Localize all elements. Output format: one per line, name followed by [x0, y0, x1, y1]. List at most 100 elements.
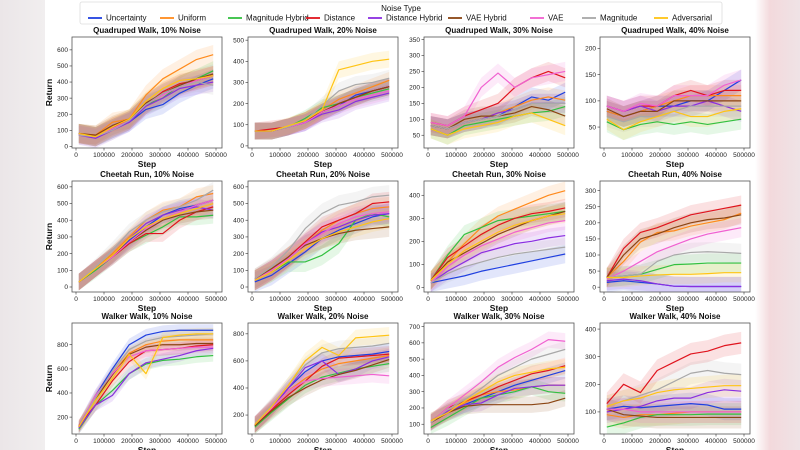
- y-tick-label: 400: [409, 192, 420, 199]
- y-tick-label: 350: [409, 37, 420, 44]
- x-axis-label: Step: [314, 303, 332, 313]
- confidence-band: [430, 377, 566, 431]
- legend-entry: Uncertainty: [88, 14, 146, 23]
- x-tick-label: 400000: [353, 438, 375, 445]
- subplot: Cheetah Run, 40% Noise 0 100000 200000 30000…: [585, 170, 755, 313]
- x-tick-label: 400000: [705, 152, 727, 159]
- y-tick-label: 100: [409, 421, 420, 428]
- confidence-band: [430, 226, 566, 292]
- confidence-band: [430, 202, 566, 290]
- confidence-band: [430, 198, 566, 290]
- y-tick-label: 150: [585, 236, 596, 243]
- y-tick-label: 400: [233, 59, 244, 66]
- x-tick-label: 300000: [501, 438, 523, 445]
- y-tick-label: 200: [233, 251, 244, 258]
- y-tick-label: 150: [409, 101, 420, 108]
- confidence-band: [430, 96, 566, 145]
- y-tick-label: 600: [233, 184, 244, 191]
- confidence-band: [606, 359, 742, 418]
- x-tick-label: 0: [602, 296, 606, 303]
- confidence-band: [430, 61, 566, 136]
- x-axis-label: Step: [490, 445, 508, 450]
- x-tick-label: 200000: [473, 296, 495, 303]
- y-tick-label: 800: [57, 342, 68, 349]
- x-tick-label: 100000: [621, 152, 643, 159]
- axes-frame: [599, 180, 751, 293]
- confidence-band: [430, 341, 566, 431]
- x-tick-label: 300000: [677, 296, 699, 303]
- subplot-title: Walker Walk, 30% Noise: [454, 312, 546, 321]
- confidence-band: [430, 378, 566, 434]
- x-tick-label: 400000: [529, 296, 551, 303]
- y-tick-label: 200: [57, 111, 68, 118]
- y-tick-label: 300: [585, 354, 596, 361]
- x-tick-label: 500000: [733, 152, 755, 159]
- x-tick-label: 100000: [269, 438, 291, 445]
- subplot: Walker Walk, 20% Noise 0 100000 200000 30000…: [233, 312, 403, 450]
- x-tick-label: 0: [426, 152, 430, 159]
- confidence-band: [254, 69, 390, 140]
- y-tick-label: 200: [233, 412, 244, 419]
- confidence-band: [606, 253, 742, 288]
- legend-entry: Magnitude: [582, 14, 638, 23]
- x-tick-label: 300000: [325, 152, 347, 159]
- axes-frame: [423, 180, 575, 293]
- x-tick-label: 300000: [149, 438, 171, 445]
- y-tick-label: 500: [409, 356, 420, 363]
- confidence-band: [254, 203, 390, 291]
- plot-area: [600, 181, 750, 292]
- x-axis-label: Step: [666, 445, 684, 450]
- x-tick-label: 500000: [733, 438, 755, 445]
- y-tick-label: 500: [233, 201, 244, 208]
- legend-entry: Distance Hybrid: [368, 14, 442, 23]
- plot-area: [424, 323, 574, 434]
- y-tick-label: 200: [57, 251, 68, 258]
- legend-entry: VAE Hybrid: [448, 14, 507, 23]
- legend-label: VAE Hybrid: [466, 14, 507, 23]
- plot-area: [248, 181, 398, 292]
- x-axis-label: Step: [490, 159, 508, 169]
- axes-frame: [247, 36, 399, 149]
- y-tick-label: 100: [409, 116, 420, 123]
- x-tick-label: 500000: [733, 296, 755, 303]
- confidence-band: [254, 185, 390, 289]
- subplot: Quadruped Walk, 30% Noise 0 100000 200000 30…: [409, 26, 579, 169]
- x-tick-label: 400000: [353, 296, 375, 303]
- legend-label: Distance: [324, 14, 356, 23]
- x-tick-label: 500000: [205, 152, 227, 159]
- axes-frame: [423, 36, 575, 149]
- confidence-band: [430, 211, 566, 292]
- x-tick-label: 0: [250, 438, 254, 445]
- x-axis-label: Step: [490, 303, 508, 313]
- y-tick-label: 0: [240, 284, 244, 291]
- y-axis-label: Return: [44, 223, 54, 250]
- y-tick-label: 250: [409, 69, 420, 76]
- legend-entry: VAE: [530, 14, 563, 23]
- x-tick-label: 0: [74, 152, 78, 159]
- plot-area: [424, 37, 574, 148]
- plot-area: [600, 323, 750, 434]
- confidence-band: [606, 392, 742, 421]
- confidence-band: [430, 331, 566, 431]
- y-tick-label: 400: [57, 79, 68, 86]
- y-tick-label: 200: [585, 220, 596, 227]
- confidence-band: [430, 103, 566, 145]
- x-axis-label: Step: [314, 445, 332, 450]
- confidence-band: [606, 95, 742, 133]
- subplot-title: Cheetah Run, 10% Noise: [100, 170, 194, 179]
- y-tick-label: 600: [57, 184, 68, 191]
- y-tick-label: 100: [233, 268, 244, 275]
- x-tick-label: 0: [74, 296, 78, 303]
- x-tick-label: 300000: [501, 152, 523, 159]
- confidence-band: [254, 203, 390, 291]
- confidence-band: [606, 203, 742, 288]
- x-tick-label: 300000: [325, 296, 347, 303]
- confidence-band: [430, 204, 566, 290]
- confidence-band: [606, 90, 742, 128]
- y-tick-label: 300: [233, 80, 244, 87]
- confidence-band: [430, 357, 566, 431]
- x-tick-label: 400000: [177, 152, 199, 159]
- legend-label: Magnitude Hybrid: [246, 14, 309, 23]
- axes-frame: [423, 322, 575, 435]
